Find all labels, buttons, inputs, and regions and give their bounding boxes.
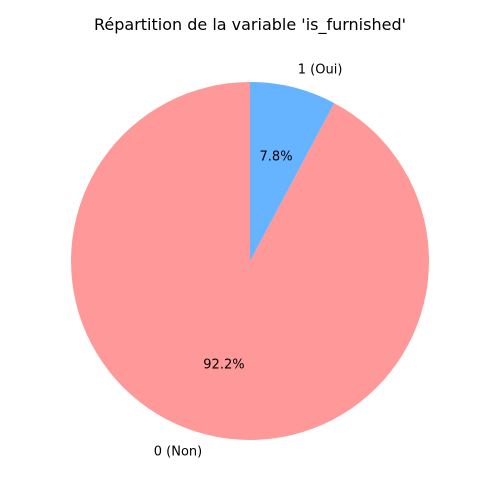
slice-percent-label-0: 92.2% — [203, 358, 244, 373]
slice-label-1: 1 (Oui) — [298, 62, 343, 77]
pie-labels: 92.2% 0 (Non) 7.8% 1 (Oui) — [154, 62, 343, 459]
pie-slice-1 — [250, 82, 335, 261]
chart-title: Répartition de la variable 'is_furnished… — [94, 15, 406, 35]
pie-slices — [71, 82, 430, 440]
slice-percent-label-1: 7.8% — [260, 149, 293, 164]
pie-slice-0 — [71, 82, 430, 440]
slice-label-0: 0 (Non) — [154, 445, 202, 460]
